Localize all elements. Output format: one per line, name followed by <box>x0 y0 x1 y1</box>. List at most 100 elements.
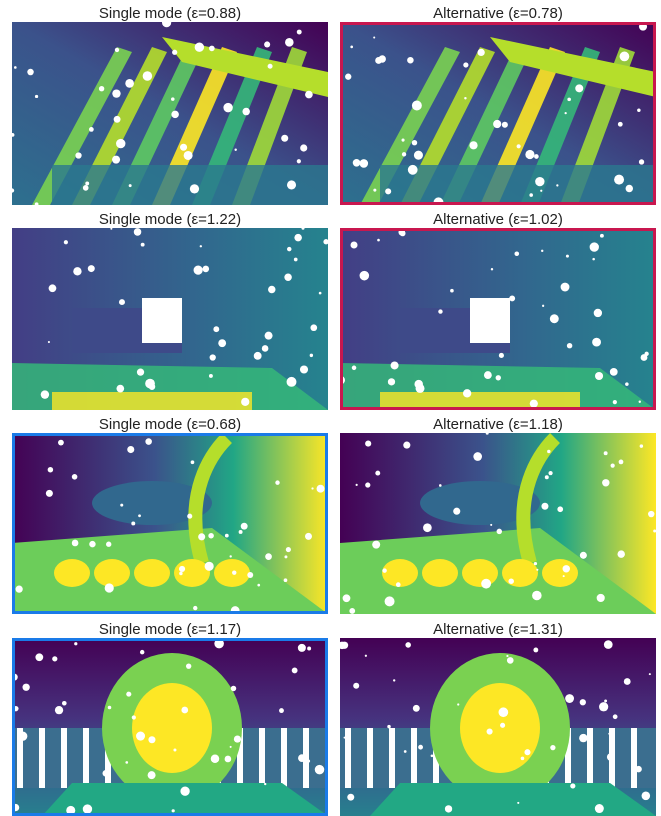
depth-region <box>52 165 328 205</box>
depth-hole <box>486 432 489 435</box>
depth-hole <box>102 770 108 776</box>
depth-region <box>587 728 593 788</box>
depth-hole <box>234 149 236 151</box>
depth-hole <box>305 91 313 99</box>
depth-hole <box>477 49 484 56</box>
depth-region <box>502 559 538 587</box>
depth-hole <box>393 679 395 681</box>
depth-hole <box>55 706 63 714</box>
depth-hole <box>600 234 604 238</box>
depth-hole <box>148 736 155 743</box>
depth-hole <box>230 746 232 748</box>
depth-hole <box>99 86 104 91</box>
depth-hole <box>297 159 301 163</box>
depth-hole <box>141 243 145 247</box>
depth-hole <box>49 284 57 292</box>
depth-hole <box>300 365 308 373</box>
depth-hole <box>10 188 14 192</box>
depth-hole <box>356 484 358 486</box>
depth-hole <box>580 699 586 705</box>
depth-region <box>542 559 578 587</box>
depth-hole <box>529 193 533 197</box>
depth-hole <box>579 734 587 742</box>
depth-hole <box>131 521 135 525</box>
depth-hole <box>412 140 417 145</box>
depth-region <box>83 728 89 788</box>
depth-hole <box>317 485 325 493</box>
depth-hole <box>211 754 220 763</box>
depth-hole <box>592 258 595 261</box>
depth-hole <box>307 759 310 762</box>
depth-hole <box>602 479 609 486</box>
depth-hole <box>120 504 123 507</box>
depth-region <box>214 559 250 587</box>
depth-hole <box>171 111 179 119</box>
depth-hole <box>610 368 618 376</box>
depth-hole <box>438 309 442 313</box>
depth-hole <box>344 737 346 739</box>
depth-hole <box>614 175 624 185</box>
depth-image <box>12 433 328 615</box>
depth-region <box>54 559 90 587</box>
depth-hole <box>145 438 152 445</box>
depth-hole <box>556 184 558 186</box>
depth-hole <box>225 756 232 763</box>
depth-image <box>340 432 656 614</box>
depth-hole <box>16 586 23 593</box>
depth-region <box>470 298 510 343</box>
depth-hole <box>590 242 599 251</box>
depth-hole <box>173 748 176 751</box>
depth-hole <box>491 268 493 270</box>
depth-hole <box>247 572 253 578</box>
depth-region <box>411 728 417 788</box>
depth-hole <box>191 460 195 464</box>
depth-hole <box>225 534 229 538</box>
depth-hole <box>351 242 358 249</box>
depth-hole <box>287 377 297 387</box>
depth-hole <box>490 524 492 526</box>
depth-hole <box>416 384 425 393</box>
depth-hole <box>127 446 134 453</box>
depth-hole <box>653 529 656 532</box>
panel-title: Single mode (ε=1.22) <box>99 211 241 228</box>
depth-image <box>338 638 656 816</box>
depth-hole <box>35 653 43 661</box>
depth-hole <box>218 339 226 347</box>
depth-hole <box>268 64 273 69</box>
depth-hole <box>287 180 296 189</box>
depth-hole <box>275 480 279 484</box>
depth-hole <box>484 371 492 379</box>
depth-hole <box>514 251 519 256</box>
depth-hole <box>613 714 618 719</box>
depth-hole <box>453 508 460 515</box>
depth-hole <box>396 582 401 587</box>
depth-hole <box>592 338 601 347</box>
depth-hole <box>535 177 544 186</box>
depth-hole <box>311 487 313 489</box>
depth-hole <box>209 46 215 52</box>
depth-hole <box>315 765 324 774</box>
depth-image <box>10 18 328 206</box>
depth-hole <box>375 57 382 64</box>
depth-hole <box>595 372 603 380</box>
depth-region <box>462 559 498 587</box>
depth-hole <box>613 400 617 404</box>
depth-hole <box>540 190 542 192</box>
depth-hole <box>74 642 77 645</box>
depth-hole <box>597 594 605 602</box>
depth-hole <box>343 594 351 602</box>
depth-hole <box>388 378 395 385</box>
depth-hole <box>297 30 302 35</box>
depth-hole <box>46 490 53 497</box>
depth-hole <box>533 648 538 653</box>
depth-hole <box>530 400 538 408</box>
depth-hole <box>193 606 197 610</box>
depth-hole <box>116 139 125 148</box>
depth-hole <box>414 151 423 160</box>
depth-hole <box>89 127 94 132</box>
depth-hole <box>412 101 422 111</box>
depth-hole <box>506 655 508 657</box>
depth-hole <box>350 46 353 49</box>
depth-hole <box>110 228 112 230</box>
depth-hole <box>18 731 27 740</box>
